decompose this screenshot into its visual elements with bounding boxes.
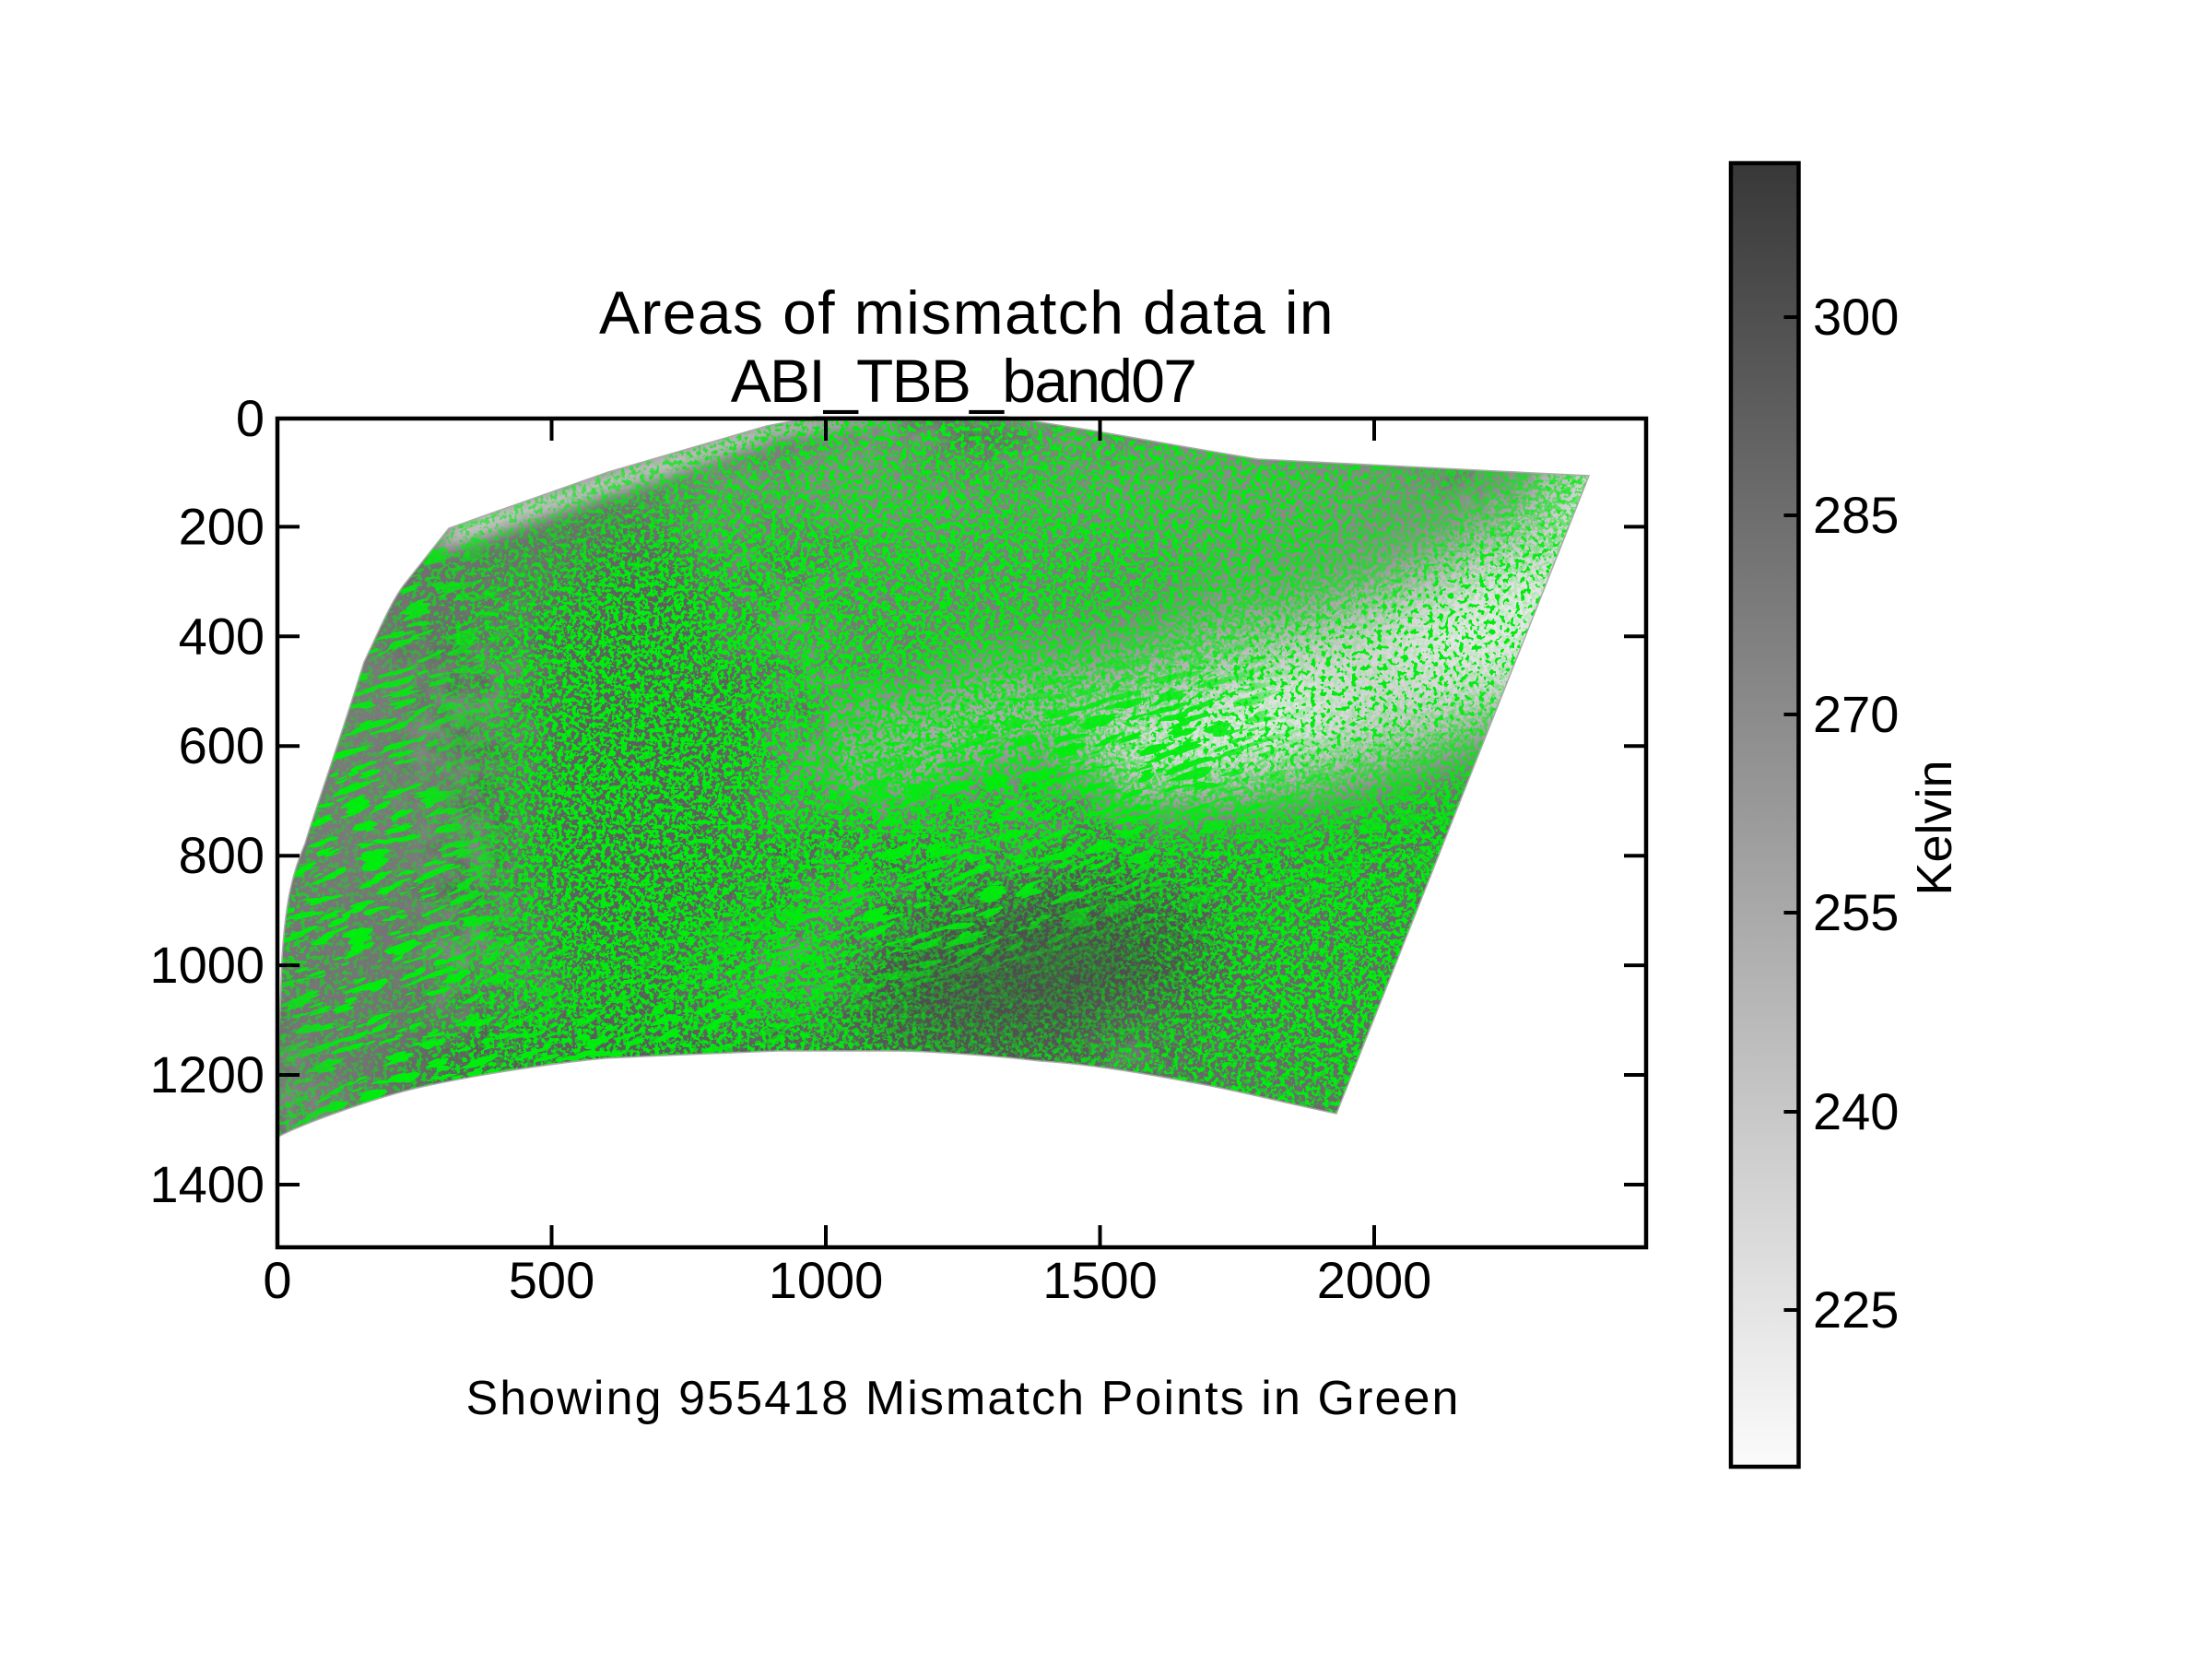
- svg-text:0: 0: [263, 1251, 291, 1309]
- svg-text:1000: 1000: [149, 936, 265, 994]
- svg-text:500: 500: [509, 1251, 594, 1309]
- svg-text:600: 600: [179, 716, 265, 774]
- svg-text:1200: 1200: [149, 1045, 265, 1103]
- svg-text:0: 0: [236, 389, 265, 447]
- svg-text:300: 300: [1813, 288, 1899, 346]
- svg-text:800: 800: [179, 826, 265, 884]
- svg-text:1400: 1400: [149, 1155, 265, 1213]
- svg-text:255: 255: [1813, 883, 1899, 941]
- svg-text:400: 400: [179, 607, 265, 665]
- svg-text:225: 225: [1813, 1280, 1899, 1339]
- svg-text:1000: 1000: [769, 1251, 884, 1309]
- svg-text:1500: 1500: [1042, 1251, 1158, 1309]
- svg-text:200: 200: [179, 497, 265, 555]
- svg-text:285: 285: [1813, 486, 1899, 544]
- svg-text:ABI_TBB_band07: ABI_TBB_band07: [731, 347, 1196, 415]
- svg-text:Kelvin: Kelvin: [1907, 760, 1962, 895]
- svg-text:Showing 955418 Mismatch Points: Showing 955418 Mismatch Points in Green: [465, 1372, 1460, 1425]
- svg-text:270: 270: [1813, 685, 1899, 743]
- svg-text:Areas of mismatch data in: Areas of mismatch data in: [599, 278, 1335, 347]
- svg-text:240: 240: [1813, 1082, 1899, 1140]
- svg-text:2000: 2000: [1317, 1251, 1432, 1309]
